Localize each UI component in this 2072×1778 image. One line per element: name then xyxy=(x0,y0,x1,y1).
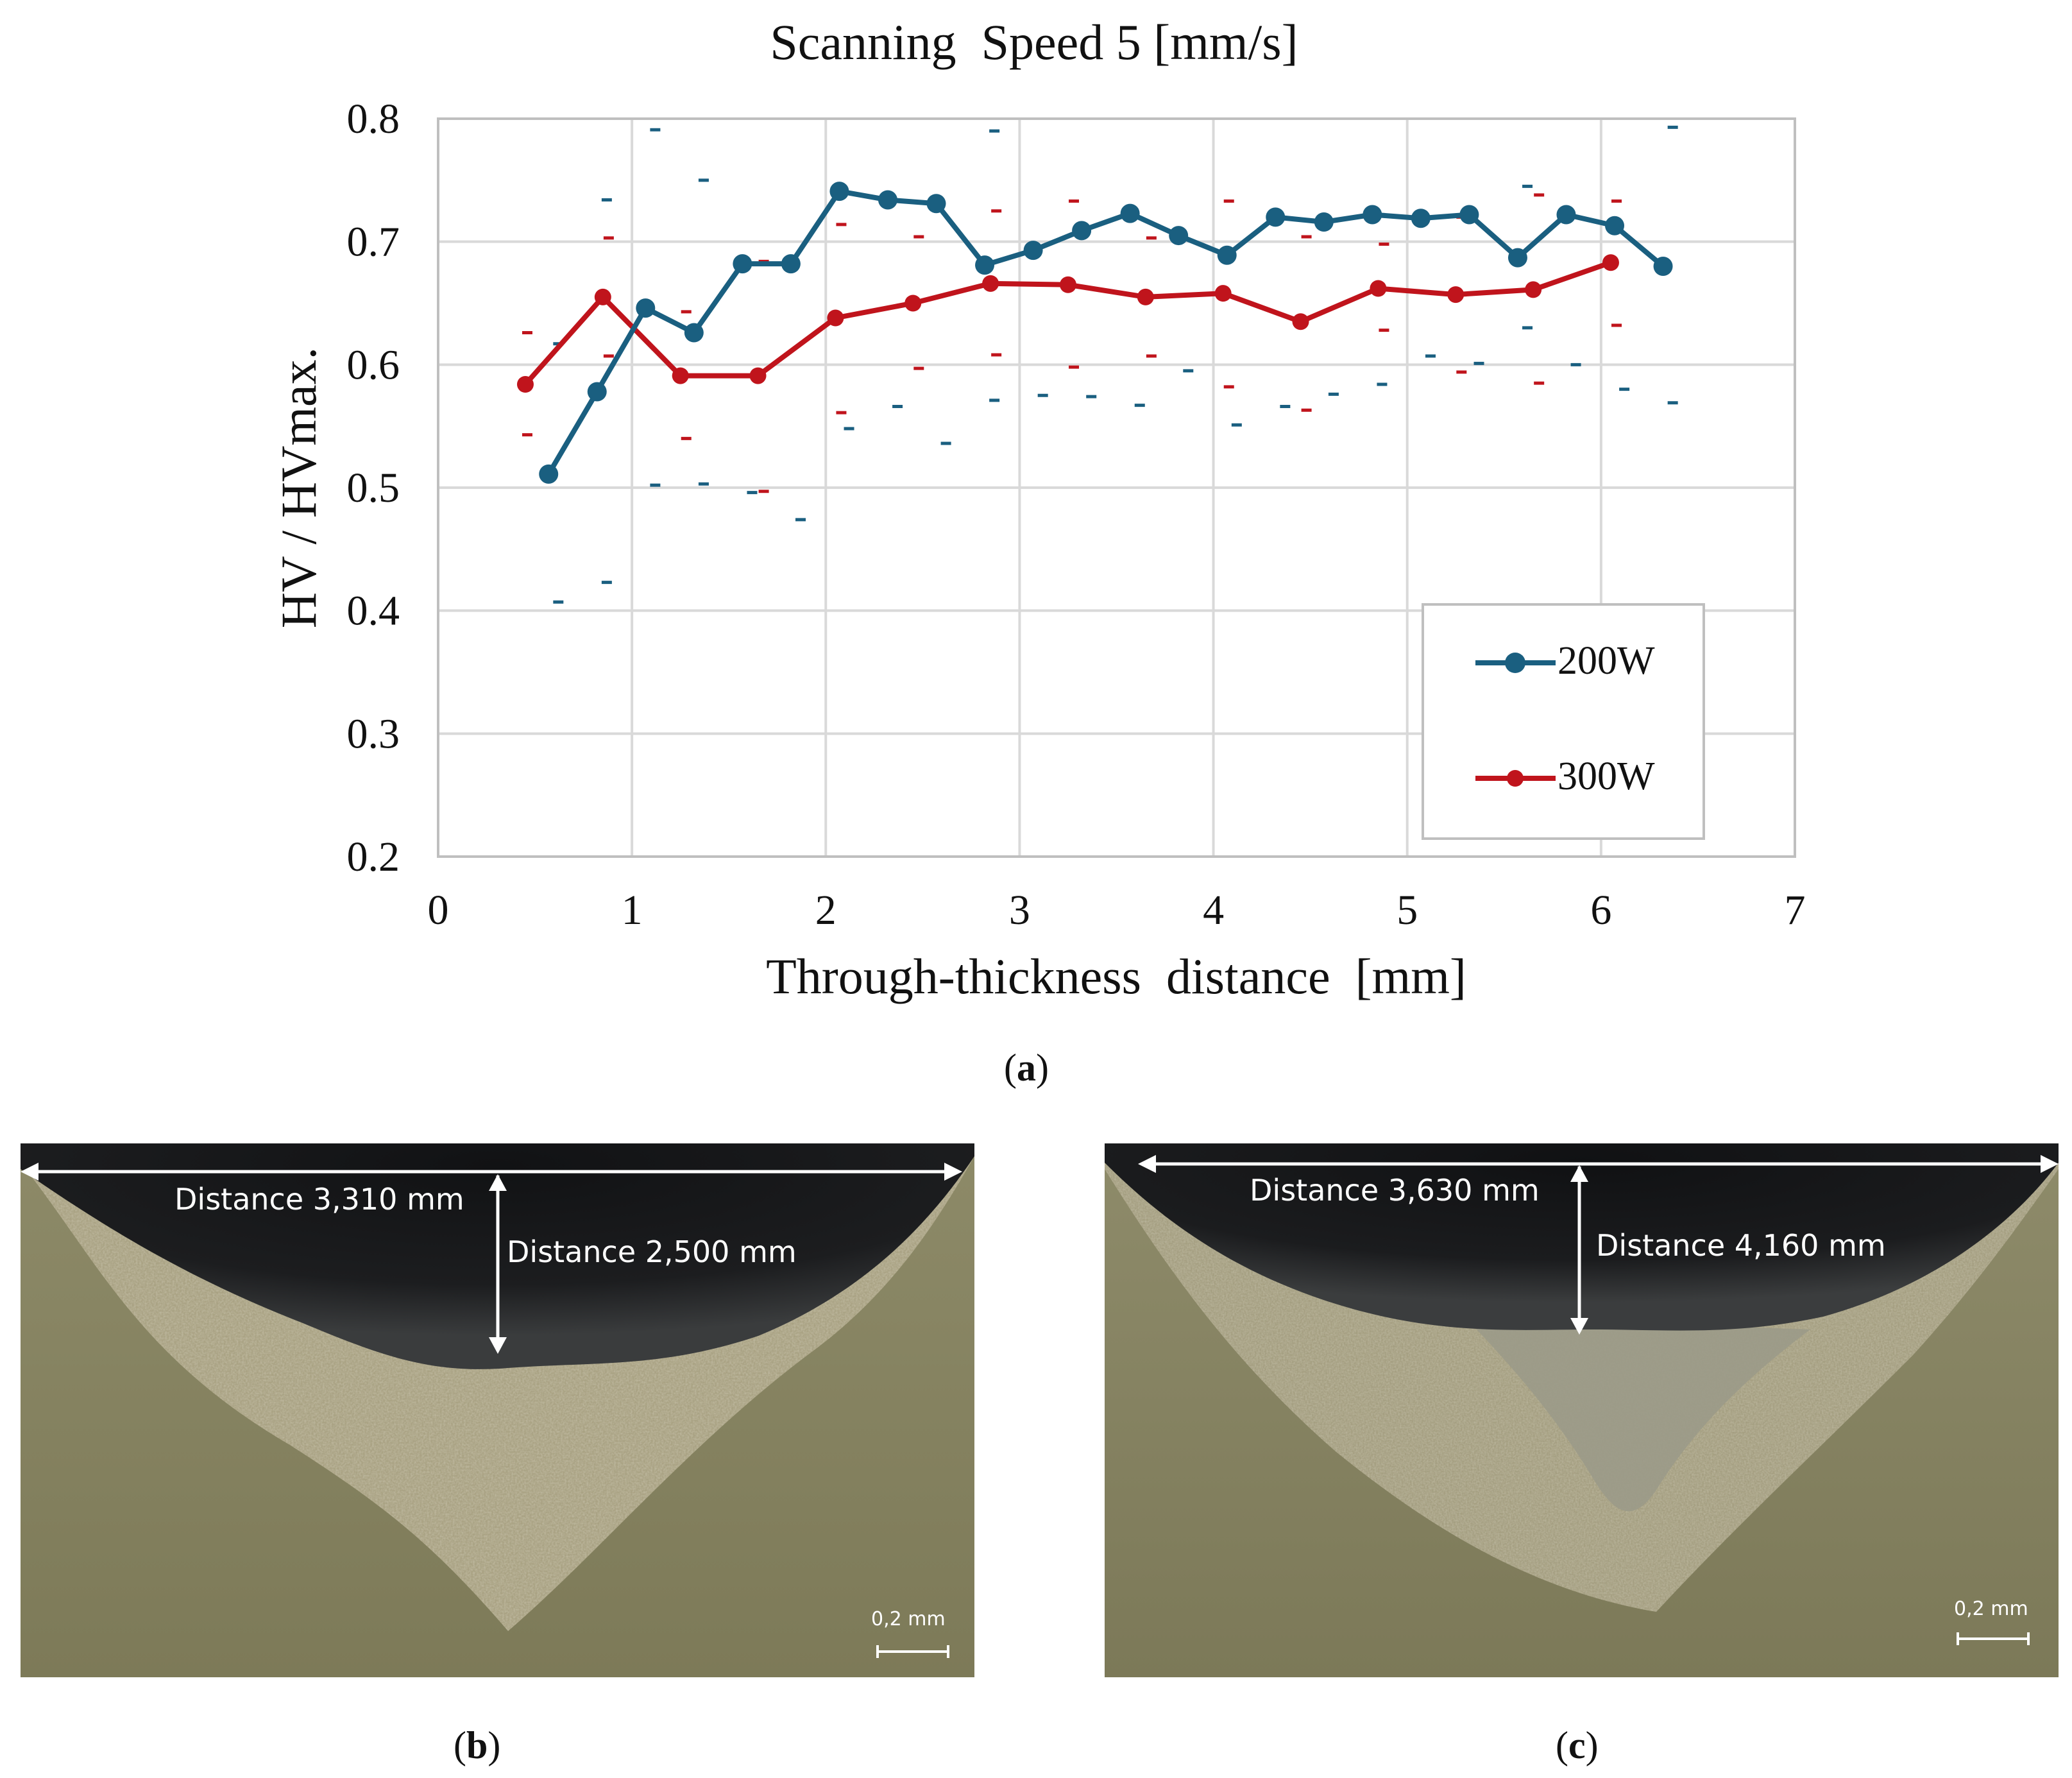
micrograph-b-depth-label: Distance 2,500 mm xyxy=(507,1235,797,1269)
caption-c: (c) xyxy=(1556,1724,1599,1766)
data-point-200W xyxy=(1314,212,1334,232)
y-tick-label: 0.4 xyxy=(347,588,400,635)
x-tick-labels: 0 1 2 3 4 5 6 7 xyxy=(428,887,1806,934)
legend-300w-label: 300W xyxy=(1558,755,1655,798)
y-tick-label: 0.2 xyxy=(347,833,400,880)
data-point-200W xyxy=(1266,207,1286,227)
caption-c-letter: c xyxy=(1568,1724,1586,1766)
data-point-300W xyxy=(1602,254,1619,271)
legend-box xyxy=(1422,603,1705,840)
x-axis-label: Through-thickness distance [mm] xyxy=(766,948,1466,1004)
data-point-300W xyxy=(827,309,844,327)
data-point-300W xyxy=(1525,281,1542,298)
data-point-300W xyxy=(516,376,534,393)
x-tick-label: 0 xyxy=(428,887,449,934)
data-point-300W xyxy=(1214,285,1232,302)
data-point-200W xyxy=(539,464,559,484)
data-point-200W xyxy=(1459,205,1479,225)
legend-200w-marker xyxy=(1505,653,1525,673)
y-tick-label: 0.6 xyxy=(347,341,400,388)
data-point-200W xyxy=(587,382,607,402)
data-point-200W xyxy=(781,254,801,274)
data-point-200W xyxy=(1072,221,1092,241)
crack-cavity-c xyxy=(1464,1317,1810,1512)
crater-void-c xyxy=(1105,1143,2059,1331)
x-tick-label: 3 xyxy=(1009,887,1030,934)
error-marks xyxy=(522,125,1678,604)
caption-a: (a) xyxy=(1004,1047,1049,1089)
y-tick-label: 0.5 xyxy=(347,465,400,511)
data-point-200W xyxy=(1217,245,1237,265)
data-point-200W xyxy=(1363,205,1382,225)
y-tick-label: 0.7 xyxy=(347,219,400,266)
legend-200w-label: 200W xyxy=(1558,639,1655,683)
y-tick-label: 0.3 xyxy=(347,710,400,757)
data-point-200W xyxy=(1653,257,1673,276)
data-point-200W xyxy=(829,182,849,201)
x-tick-label: 4 xyxy=(1203,887,1224,934)
data-point-200W xyxy=(1023,241,1043,261)
data-point-200W xyxy=(975,255,995,275)
series-lines xyxy=(516,182,1673,484)
x-tick-label: 7 xyxy=(1785,887,1806,934)
measure-lines-c xyxy=(1138,1155,2059,1645)
plot-frame xyxy=(437,117,1796,858)
legend: 200W 300W xyxy=(1422,603,1705,840)
data-point-200W xyxy=(1169,226,1189,246)
data-point-200W xyxy=(1556,205,1576,225)
x-tick-label: 6 xyxy=(1590,887,1611,934)
micrograph-b-scale-label: 0,2 mm xyxy=(871,1608,946,1630)
micrograph-b-image xyxy=(21,1143,974,1677)
micrograph-c xyxy=(1105,1143,2059,1677)
data-point-200W xyxy=(1605,216,1625,235)
chart-title: Scanning Speed 5 [mm/s] xyxy=(770,14,1298,70)
x-tick-label: 2 xyxy=(815,887,836,934)
series-line-200W xyxy=(546,189,1665,475)
data-point-300W xyxy=(1292,313,1309,330)
data-point-200W xyxy=(1411,209,1431,228)
y-axis-label: HV / HVmax. xyxy=(271,347,327,628)
y-tick-labels: 0.2 0.3 0.4 0.5 0.6 0.7 0.8 xyxy=(347,96,400,880)
data-point-300W xyxy=(749,367,767,384)
data-point-300W xyxy=(1137,288,1154,305)
micrograph-c-image xyxy=(1105,1143,2059,1677)
data-point-200W xyxy=(733,254,752,274)
data-point-300W xyxy=(1059,276,1076,293)
data-point-200W xyxy=(926,194,946,214)
legend-300w-marker xyxy=(1507,770,1524,787)
micrograph-b xyxy=(21,1143,974,1677)
data-point-200W xyxy=(1507,248,1527,268)
data-point-300W xyxy=(672,367,689,384)
data-point-300W xyxy=(904,295,922,312)
data-point-300W xyxy=(982,275,999,292)
micrograph-c-width-label: Distance 3,630 mm xyxy=(1250,1173,1540,1208)
micrograph-c-depth-label: Distance 4,160 mm xyxy=(1596,1228,1886,1263)
micrograph-b-width-label: Distance 3,310 mm xyxy=(174,1182,464,1217)
data-point-200W xyxy=(1120,203,1140,223)
micrograph-c-scale-label: 0,2 mm xyxy=(1954,1598,2028,1620)
data-point-200W xyxy=(878,190,897,210)
data-point-300W xyxy=(1370,280,1387,297)
data-point-300W xyxy=(594,288,611,305)
caption-b-letter: b xyxy=(466,1724,488,1766)
caption-b: (b) xyxy=(454,1724,501,1766)
measure-lines-b xyxy=(21,1163,962,1658)
y-tick-label: 0.8 xyxy=(347,96,400,142)
caption-a-letter: a xyxy=(1016,1047,1036,1089)
hardness-chart: 0.2 0.3 0.4 0.5 0.6 0.7 0.8 0 1 2 3 4 5 6 7 Scanning … xyxy=(271,14,1806,1004)
data-point-200W xyxy=(684,323,704,343)
data-point-200W xyxy=(636,298,656,318)
x-tick-label: 1 xyxy=(622,887,643,934)
data-point-300W xyxy=(1447,286,1465,303)
x-tick-label: 5 xyxy=(1397,887,1418,934)
